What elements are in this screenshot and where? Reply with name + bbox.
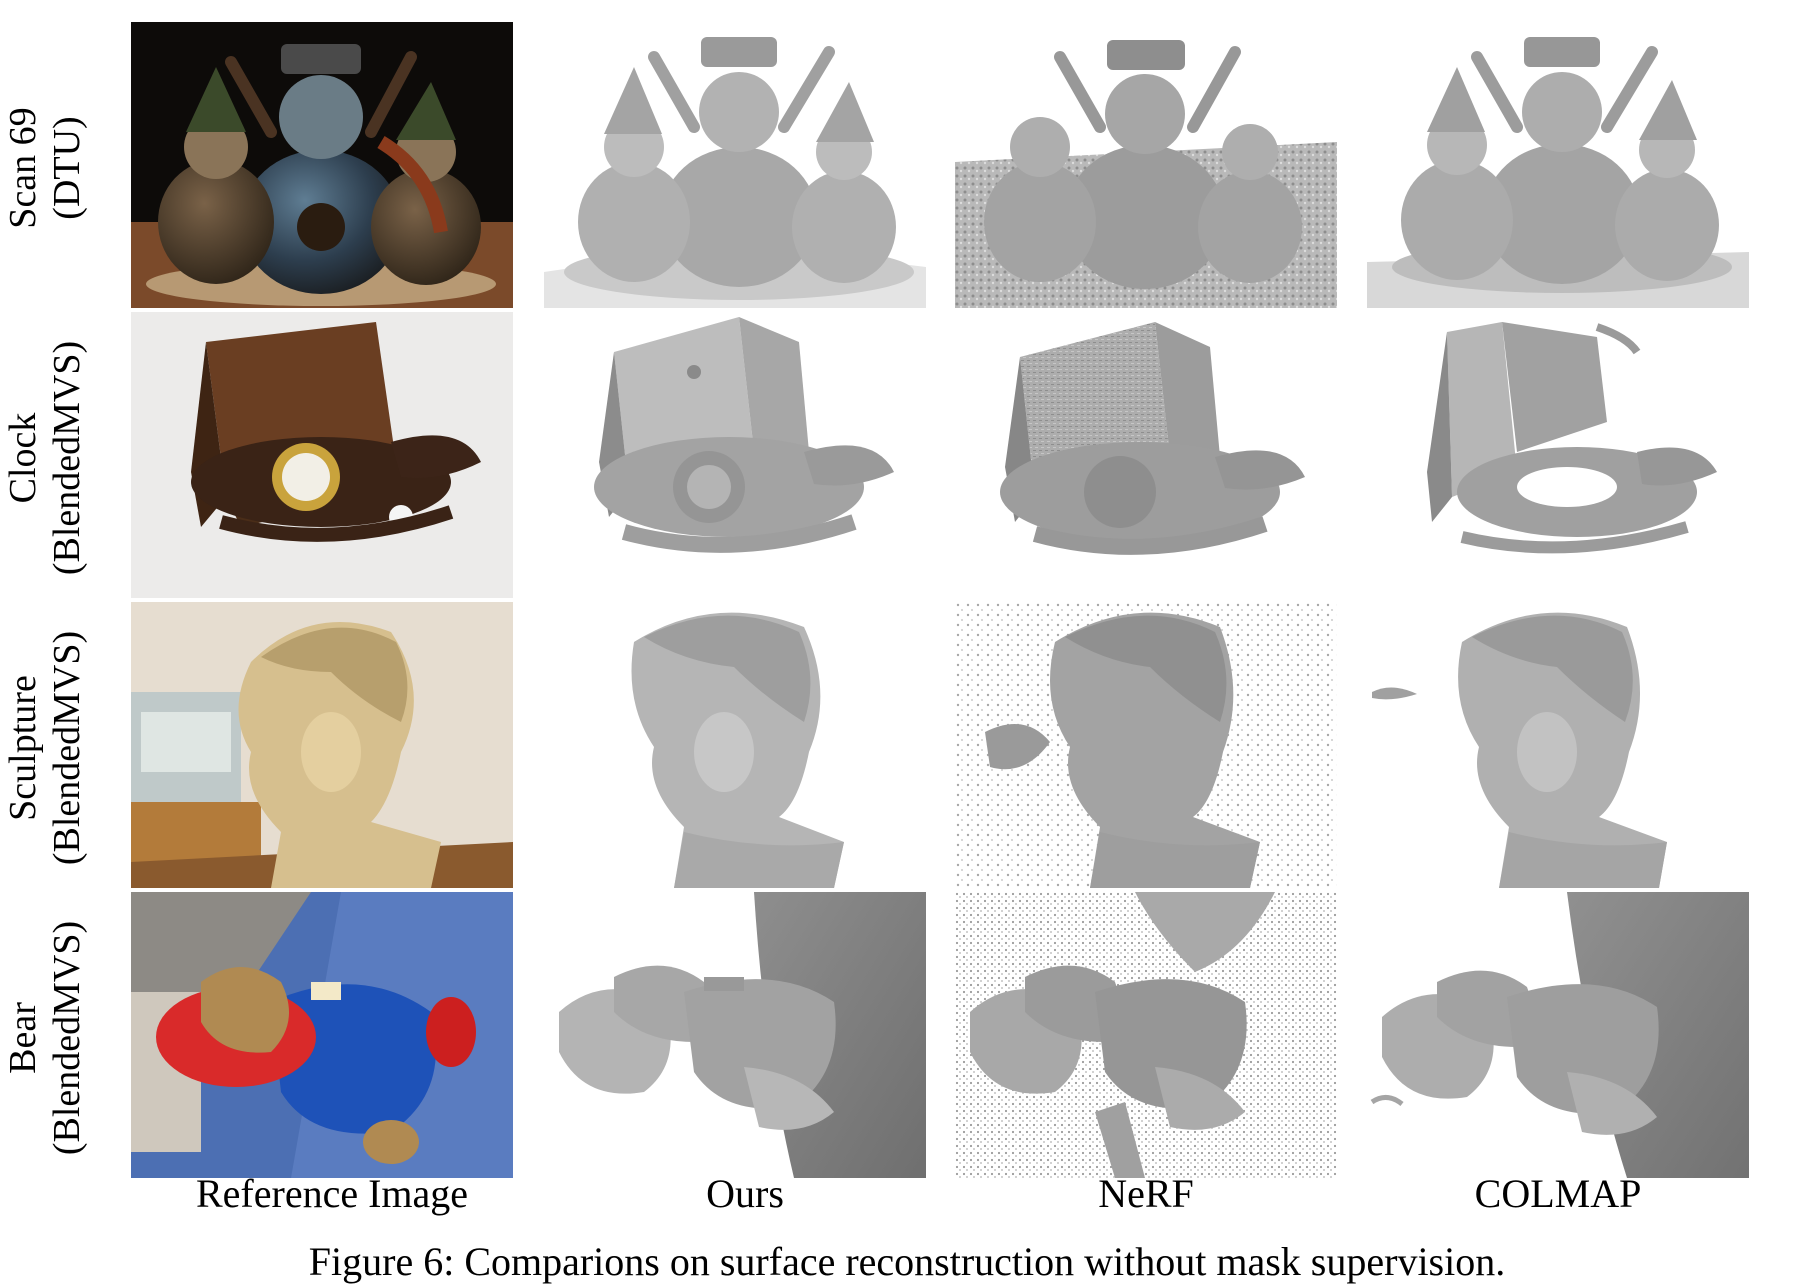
mesh-colmap-sculpture: [1367, 602, 1749, 888]
mesh-nerf-bear: [955, 892, 1337, 1178]
mesh-ours-clock: [544, 312, 926, 598]
column-label-ours: Ours: [706, 1171, 784, 1216]
column-label-colmap: COLMAP: [1474, 1171, 1642, 1216]
column-label-nerf: NeRF: [1098, 1171, 1194, 1216]
image-reference-scan69: [131, 22, 513, 308]
row-name: Scan 69: [2, 107, 44, 229]
figure-caption: Figure 6: Comparions on surface reconstr…: [308, 1239, 1506, 1284]
mesh-nerf-sculpture: [955, 602, 1337, 888]
column-label-reference: Reference Image: [195, 1171, 469, 1216]
row-name: Bear: [2, 1002, 44, 1074]
image-reference-sculpture: [131, 602, 513, 888]
row-label-scan69: Scan 69 (DTU): [0, 23, 90, 313]
image-reference-bear: [131, 892, 513, 1178]
mesh-nerf-scan69: [955, 22, 1337, 308]
row-label-sculpture: Sculpture (BlendedMVS): [0, 603, 90, 893]
mesh-ours-sculpture: [544, 602, 926, 888]
mesh-colmap-bear: [1367, 892, 1749, 1178]
row-label-clock: Clock (BlendedMVS): [0, 313, 90, 603]
mesh-colmap-scan69: [1367, 22, 1749, 308]
row-name: Clock: [2, 412, 44, 504]
mesh-ours-scan69: [544, 22, 926, 308]
mesh-nerf-clock: [955, 312, 1337, 598]
row-dataset: (BlendedMVS): [46, 340, 88, 576]
row-dataset: (BlendedMVS): [46, 630, 88, 866]
mesh-ours-bear: [544, 892, 926, 1178]
row-dataset: (BlendedMVS): [46, 920, 88, 1156]
row-name: Sculpture: [2, 675, 44, 821]
row-dataset: (DTU): [46, 116, 88, 220]
row-label-bear: Bear (BlendedMVS): [0, 893, 90, 1183]
mesh-colmap-clock: [1367, 312, 1749, 598]
image-reference-clock: [131, 312, 513, 598]
